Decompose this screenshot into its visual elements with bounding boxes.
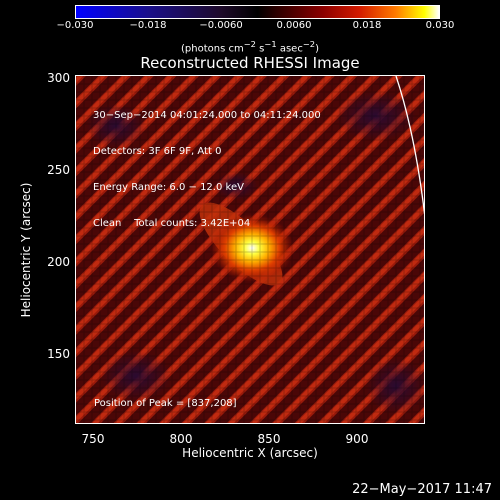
colorbar	[75, 5, 440, 19]
detectors: Detectors: 3F 6F 9F, Att 0	[93, 146, 222, 157]
x-tick: 800	[169, 432, 193, 446]
colorbar-tick: 0.030	[425, 20, 455, 31]
clean-total-counts: Clean Total counts: 3.42E+04	[93, 218, 251, 229]
peak-position: Position of Peak = [837,208]	[94, 398, 237, 409]
colorbar-tick: −0.018	[129, 20, 167, 31]
plot-title: Reconstructed RHESSI Image	[140, 54, 360, 72]
rhessi-image: 30−Sep−2014 04:01:24.000 to 04:11:24.000…	[75, 75, 425, 424]
y-tick: 300	[47, 71, 70, 85]
energy-range: Energy Range: 6.0 − 12.0 keV	[93, 182, 244, 193]
y-tick: 150	[47, 347, 70, 361]
y-tick: 250	[47, 163, 70, 177]
x-tick: 750	[81, 432, 105, 446]
rhessi-image-canvas	[76, 76, 424, 423]
colorbar-tick: 0.018	[352, 20, 382, 31]
x-tick: 850	[257, 432, 281, 446]
time-range: 30−Sep−2014 04:01:24.000 to 04:11:24.000	[93, 110, 321, 121]
x-tick: 900	[345, 432, 369, 446]
y-axis-label: Heliocentric Y (arcsec)	[19, 182, 33, 318]
observation-info: 30−Sep−2014 04:01:24.000 to 04:11:24.000…	[93, 86, 321, 254]
colorbar-tick: −0.0060	[199, 20, 243, 31]
colorbar-tick: −0.030	[56, 20, 94, 31]
x-axis-label: Heliocentric X (arcsec)	[182, 446, 318, 460]
y-tick: 200	[47, 255, 70, 269]
colorbar-unit: (photons cm−2 s−1 asec−2)	[180, 39, 320, 55]
colorbar-tick: 0.0060	[276, 20, 312, 31]
timestamp: 22−May−2017 11:47	[352, 482, 492, 497]
